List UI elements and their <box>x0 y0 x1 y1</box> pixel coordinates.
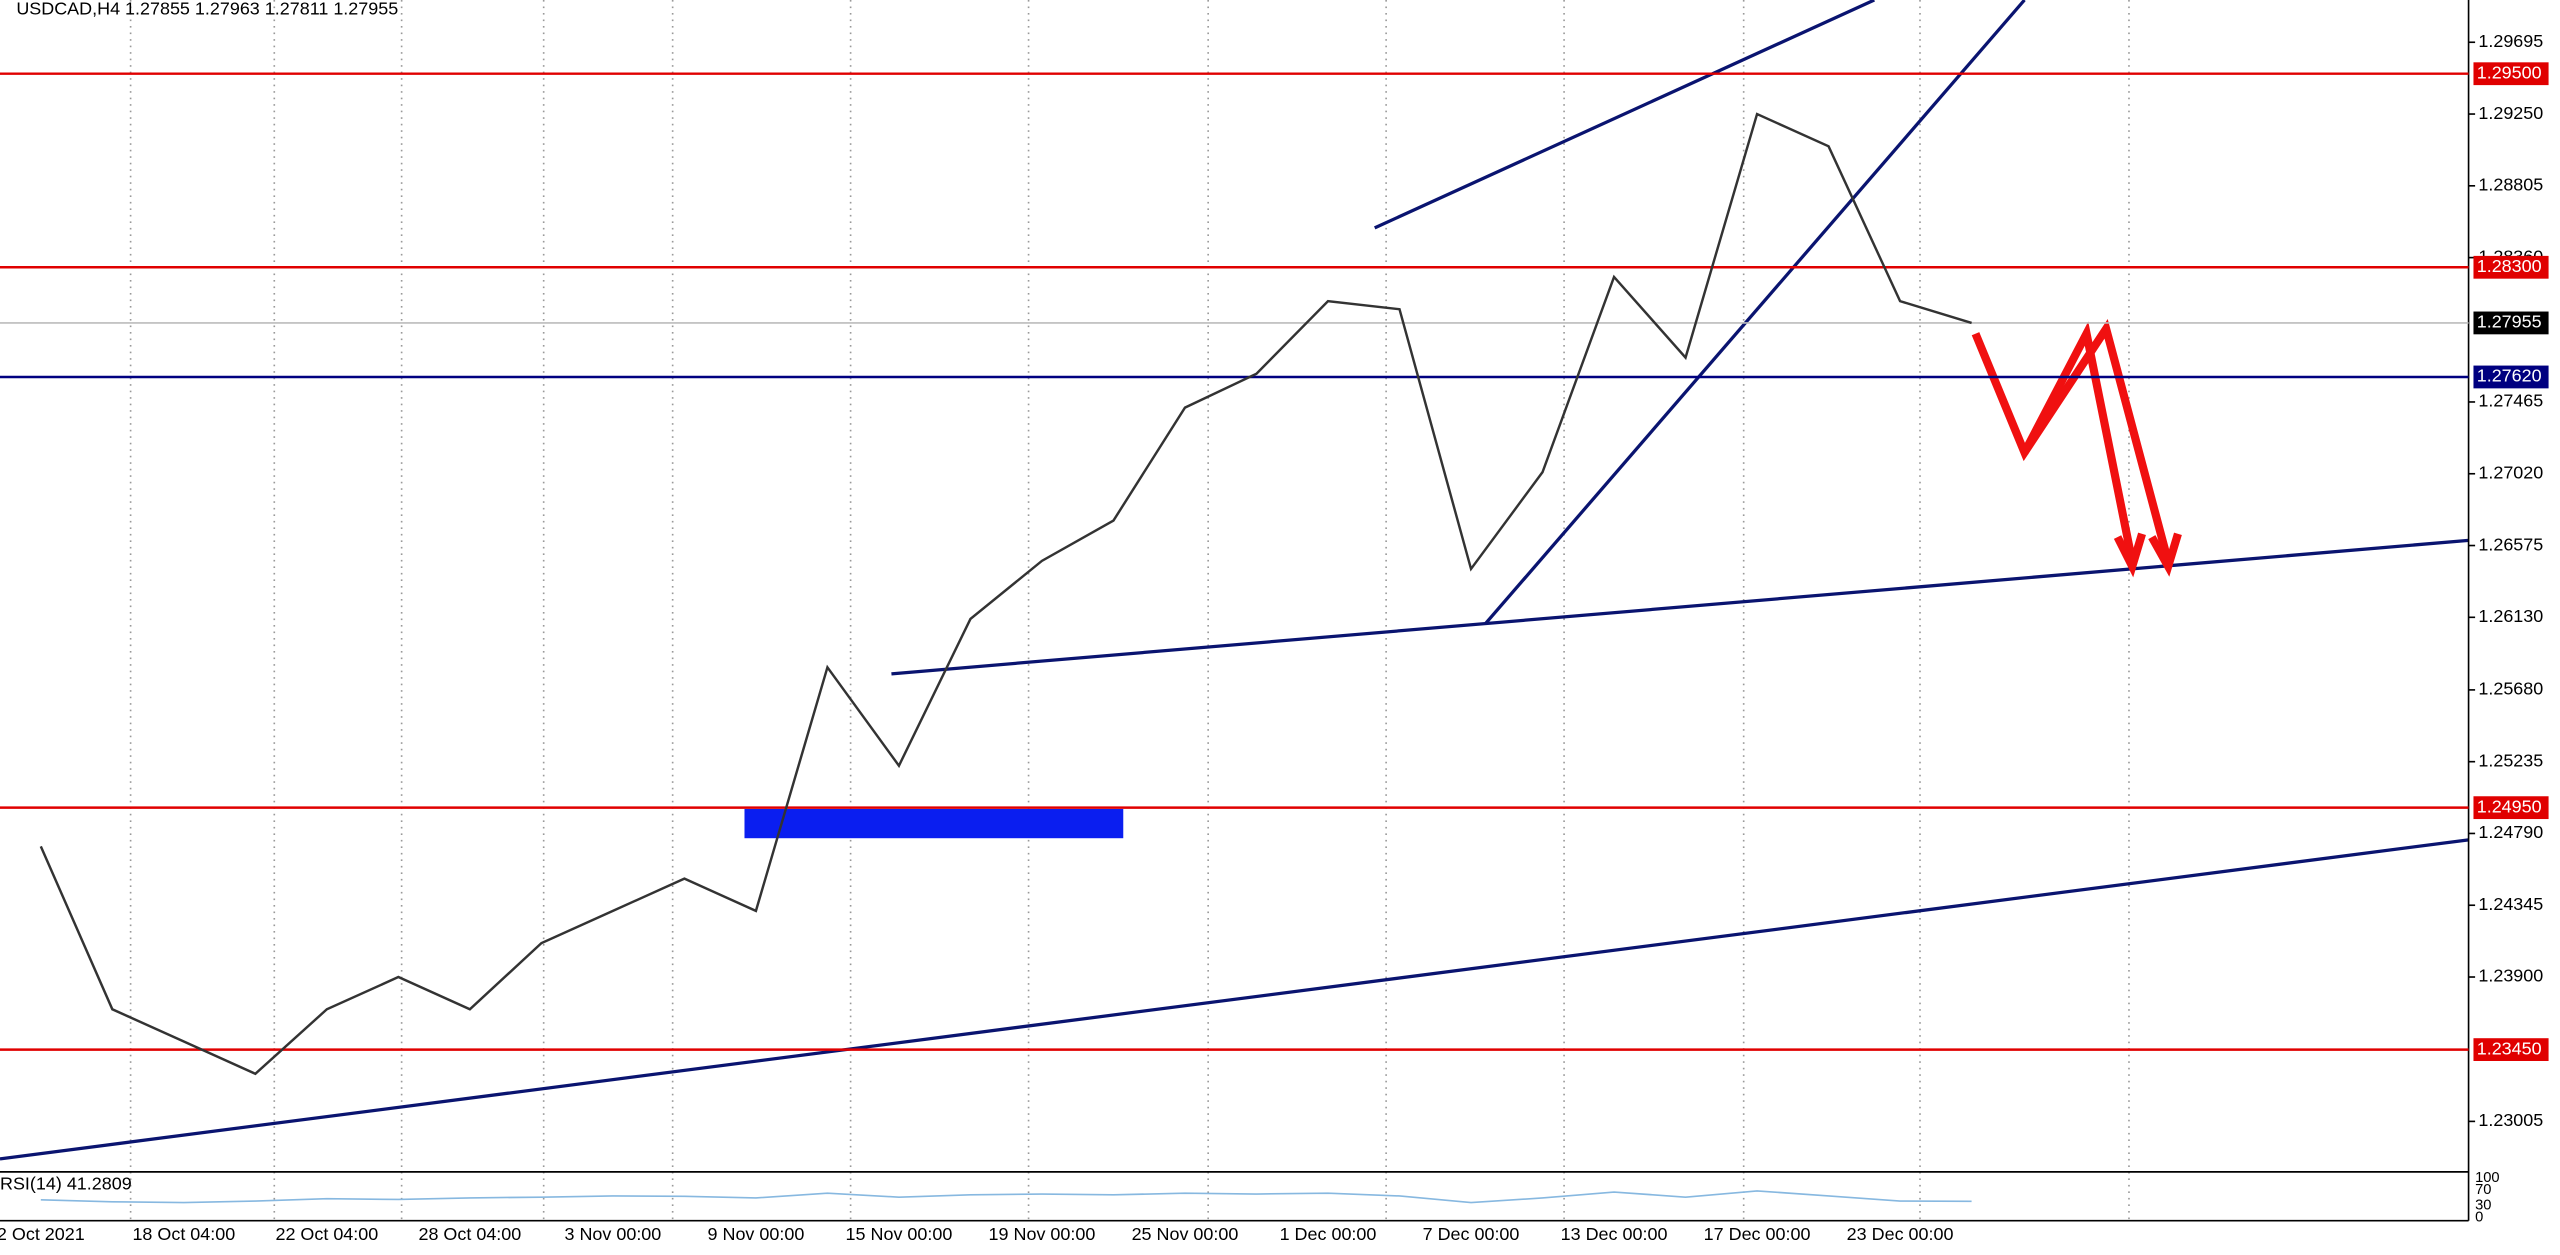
x-tick-label: 3 Nov 00:00 <box>564 1224 661 1244</box>
level-label: 1.23450 <box>2477 1038 2542 1058</box>
x-tick-label: 25 Nov 00:00 <box>1132 1224 1239 1244</box>
x-tick-label: 7 Dec 00:00 <box>1423 1224 1520 1244</box>
level-tag <box>2473 1038 2549 1061</box>
level-label: 1.27620 <box>2477 366 2542 386</box>
forecast-arrows <box>1971 318 2182 578</box>
y-tick-label: 1.29250 <box>2478 103 2543 123</box>
time-grid <box>129 0 2130 1221</box>
y-tick-label: 1.24345 <box>2478 894 2543 914</box>
y-tick-label: 1.27465 <box>2478 391 2543 411</box>
y-tick-label: 1.27020 <box>2478 463 2543 483</box>
rsi-line <box>40 1190 1972 1204</box>
rsi-tick-label: 100 <box>2475 1170 2500 1186</box>
zone-box <box>744 808 1124 839</box>
rsi-title: RSI(14) 41.2809 <box>0 1174 132 1194</box>
x-tick-label: 18 Oct 04:00 <box>132 1224 235 1244</box>
x-tick-label: 1 Dec 00:00 <box>1280 1224 1377 1244</box>
level-label: 1.29500 <box>2477 62 2542 82</box>
x-tick-label: 22 Oct 04:00 <box>275 1224 378 1244</box>
rsi-tick-label: 70 <box>2475 1182 2491 1198</box>
level-tag <box>2473 255 2549 279</box>
level-tag <box>2473 62 2549 86</box>
y-tick-label: 1.28805 <box>2478 175 2543 195</box>
level-tag <box>2473 796 2549 820</box>
rsi-tick-label: 30 <box>2475 1198 2491 1214</box>
x-tick-label: 17 Dec 00:00 <box>1704 1224 1811 1244</box>
y-tick-label: 1.23900 <box>2478 966 2543 986</box>
level-label: 1.28300 <box>2477 256 2542 276</box>
current-price-tag <box>2473 311 2549 335</box>
x-tick-label: 28 Oct 04:00 <box>418 1224 521 1244</box>
y-tick-label: 1.26130 <box>2478 606 2543 626</box>
rsi-tick-label: 0 <box>2475 1209 2483 1225</box>
x-tick-label: 13 Dec 00:00 <box>1561 1224 1668 1244</box>
y-tick-label: 1.25235 <box>2478 750 2543 770</box>
y-tick-label: 1.23005 <box>2478 1110 2543 1130</box>
x-tick-label: 19 Nov 00:00 <box>989 1224 1096 1244</box>
x-tick-label: 12 Oct 2021 <box>0 1224 85 1244</box>
chart-title: USDCAD,H4 1.27855 1.27963 1.27811 1.2795… <box>16 0 398 18</box>
x-tick-label: 9 Nov 00:00 <box>708 1224 805 1244</box>
current-price-label: 1.27955 <box>2477 312 2542 332</box>
x-tick-label: 23 Dec 00:00 <box>1847 1224 1954 1244</box>
level-label: 1.24950 <box>2477 796 2542 816</box>
trendlines <box>0 0 2469 1161</box>
x-tick-label: 15 Nov 00:00 <box>846 1224 953 1244</box>
level-tag <box>2473 365 2549 389</box>
price-line <box>39 112 1972 1076</box>
y-tick-label: 1.25680 <box>2478 679 2543 699</box>
y-tick-label: 1.26575 <box>2478 534 2543 554</box>
y-tick-label: 1.29695 <box>2478 31 2543 51</box>
y-tick-label: 1.24790 <box>2478 822 2543 842</box>
